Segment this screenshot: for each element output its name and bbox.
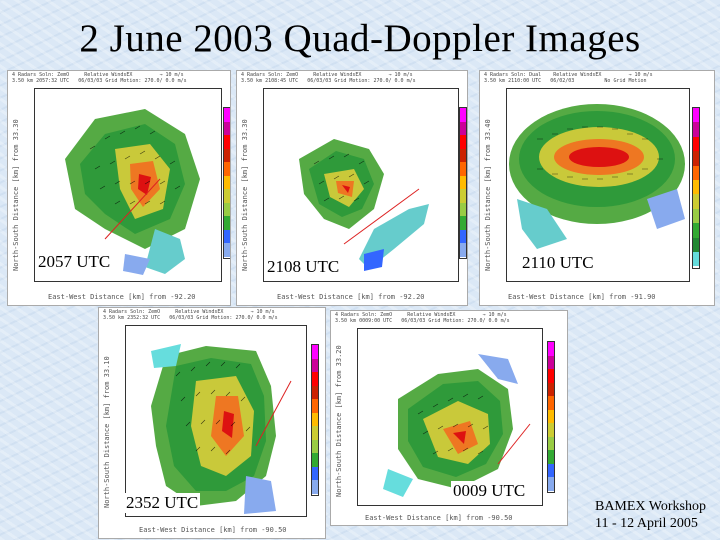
radar-plot: [34, 88, 222, 282]
reflectivity-image: [65, 109, 200, 275]
color-scale-bar: [223, 107, 230, 259]
reflectivity-image: [151, 344, 292, 514]
radar-plot: [357, 328, 543, 506]
workshop-footer: BAMEX Workshop 11 - 12 April 2005: [595, 498, 706, 532]
y-axis-label: North-South Distance [km] from 33.30: [12, 119, 20, 271]
radar-panel-2110: 4 Radars Soln: Dual Relative WindsEX → 1…: [479, 70, 715, 306]
radar-panel-2057: 4 Radars Soln: ZemO Relative WindsEX → 1…: [7, 70, 231, 306]
workshop-name: BAMEX Workshop: [594, 499, 706, 514]
radar-plot: [125, 325, 307, 517]
reflectivity-image: [299, 139, 429, 271]
radar-panel-2352: 4 Radars Soln: ZemO Relative WindsEX → 1…: [98, 307, 326, 539]
y-axis-label: North-South Distance [km] from 33.20: [335, 345, 343, 497]
x-axis-label: East-West Distance [km] from -92.20: [48, 293, 196, 301]
radar-plot: [506, 88, 690, 282]
radar-plot: [263, 88, 459, 282]
panel-header: 4 Radars Soln: ZemO Relative WindsEX → 1…: [12, 72, 187, 84]
radar-panel-0009: 4 Radars Soln: ZemO Relative WindsEX → 1…: [330, 310, 568, 526]
y-axis-label: North-South Distance [km] from 33.10: [103, 356, 111, 508]
color-scale-bar: [547, 341, 555, 493]
time-label: 2110 UTC: [520, 253, 596, 273]
time-label: 0009 UTC: [451, 481, 528, 501]
time-label: 2352 UTC: [124, 493, 201, 513]
panel-header: 4 Radars Soln: ZemO Relative WindsEX → 1…: [241, 72, 416, 84]
reflectivity-image: [509, 104, 685, 249]
x-axis-label: East-West Distance [km] from -91.90: [508, 293, 656, 301]
radar-panel-2108: 4 Radars Soln: ZemO Relative WindsEX → 1…: [236, 70, 468, 306]
color-scale-bar: [311, 344, 319, 496]
panel-header: 4 Radars Soln: Dual Relative WindsEX → 1…: [484, 72, 653, 84]
time-label: 2108 UTC: [265, 257, 342, 277]
slide-title: 2 June 2003 Quad-Doppler Images: [79, 17, 641, 60]
panel-header: 4 Radars Soln: ZemO Relative WindsEX → 1…: [335, 312, 510, 324]
color-scale-bar: [459, 107, 467, 259]
x-axis-label: East-West Distance [km] from -90.50: [365, 514, 513, 522]
color-scale-bar: [692, 107, 700, 269]
y-axis-label: North-South Distance [km] from 33.40: [484, 119, 492, 271]
reflectivity-image: [383, 354, 531, 497]
y-axis-label: North-South Distance [km] from 33.30: [241, 119, 249, 271]
x-axis-label: East-West Distance [km] from -92.20: [277, 293, 425, 301]
workshop-dates: 11 - 12 April 2005: [594, 516, 698, 531]
x-axis-label: East-West Distance [km] from -90.50: [139, 526, 287, 534]
panel-header: 4 Radars Soln: ZemO Relative WindsEX → 1…: [103, 309, 278, 321]
time-label: 2057 UTC: [36, 252, 113, 272]
